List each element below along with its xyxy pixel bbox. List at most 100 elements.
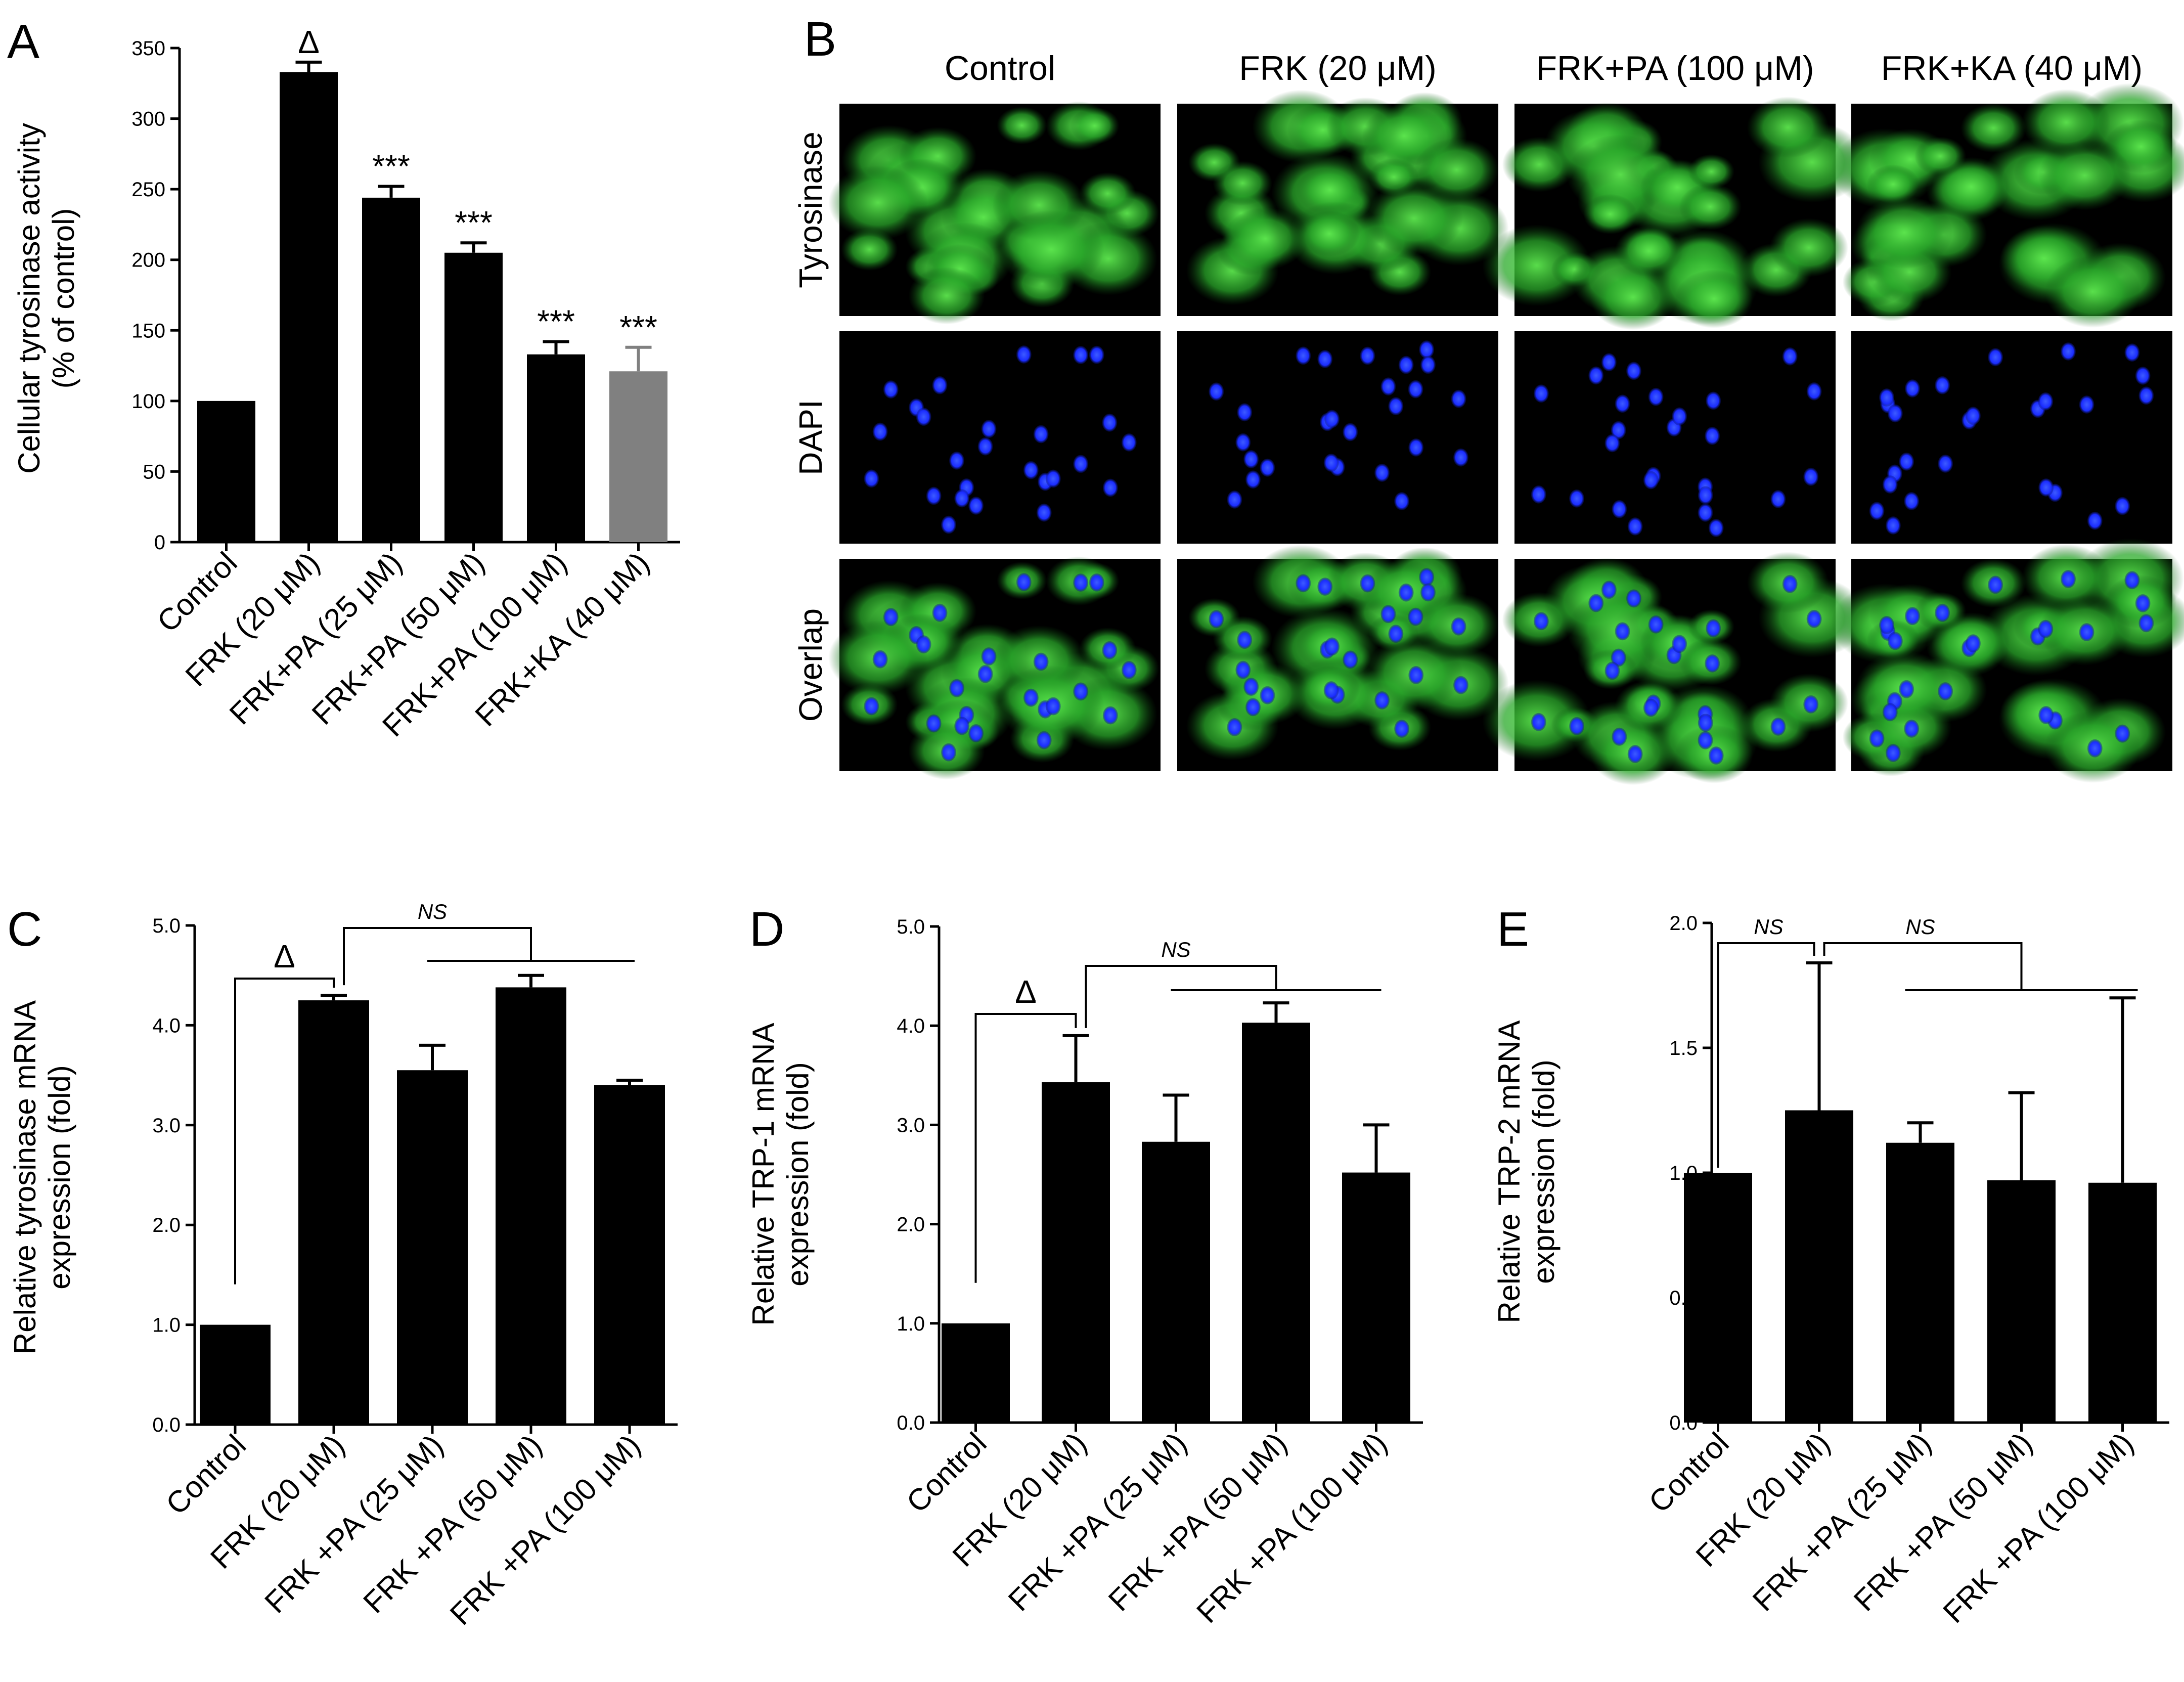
nucleus — [1904, 607, 1920, 626]
nucleus — [1887, 632, 1903, 650]
nucleus — [1380, 377, 1396, 396]
nucleus — [1869, 502, 1885, 520]
nucleus — [1408, 607, 1423, 626]
nucleus — [1904, 379, 1920, 398]
nucleus — [2038, 619, 2054, 638]
y-axis-label-line2: expression (fold) — [42, 1065, 76, 1290]
nucleus — [1317, 578, 1333, 596]
nucleus — [1343, 650, 1358, 669]
ns-bracket-left — [1717, 942, 1815, 1168]
nucleus — [1323, 453, 1339, 472]
significance-annotation: *** — [372, 148, 410, 185]
y-tick-label: 4.0 — [897, 1015, 925, 1037]
nucleus — [1243, 678, 1259, 696]
panel-letter-b: B — [804, 12, 836, 66]
nucleus — [1209, 610, 1224, 629]
nucleus — [1394, 492, 1410, 510]
bar — [594, 1085, 665, 1425]
nucleus — [2038, 478, 2054, 497]
nucleus — [1935, 376, 1950, 394]
nucleus — [2115, 724, 2130, 743]
nucleus — [1419, 340, 1435, 359]
bar — [1042, 1082, 1110, 1423]
y-axis-label-line1: Cellular tyrosinase activity — [12, 123, 46, 474]
nucleus — [1604, 434, 1620, 453]
x-tick-label: FRK +PA (100 μM) — [1936, 1426, 2140, 1629]
nucleus — [1782, 574, 1798, 593]
nucleus — [1879, 388, 1895, 407]
nucleus — [1569, 717, 1585, 735]
nucleus — [1887, 404, 1903, 423]
y-tick-label: 4.0 — [152, 1014, 181, 1037]
nucleus — [1601, 353, 1617, 372]
nucleus — [1604, 661, 1620, 680]
nucleus — [1588, 366, 1604, 385]
micrograph-image — [1831, 83, 2184, 328]
nucleus — [1899, 680, 1914, 698]
y-tick-label: 2.0 — [1669, 912, 1698, 935]
nucleus — [1398, 583, 1414, 602]
significance-annotation: *** — [537, 303, 575, 340]
micrograph-background — [1177, 331, 1498, 544]
cell-body — [1079, 172, 1136, 215]
x-tick-label: Control — [159, 1428, 252, 1521]
y-tick-label: 50 — [143, 461, 166, 483]
nucleus — [1708, 518, 1724, 537]
nucleus — [2038, 705, 2054, 724]
micrograph-image — [1482, 97, 1866, 330]
nucleus — [954, 717, 970, 735]
nucleus — [1102, 706, 1118, 725]
nucleus — [1408, 438, 1424, 457]
nucleus — [1869, 729, 1885, 748]
bar — [1242, 1023, 1310, 1423]
cell-body — [1365, 181, 1463, 255]
nucleus — [1089, 573, 1104, 592]
significance-annotation: *** — [619, 309, 657, 345]
bar — [200, 1324, 271, 1425]
chart-d: 0.0 1.0 2.0 3.0 4.0 5.0 Relative TRP-1 mRNAexp… — [746, 916, 1423, 1629]
micrograph-image — [1177, 545, 1509, 771]
row-header: Tyrosinase — [792, 131, 829, 288]
nucleus — [1885, 744, 1901, 763]
y-axis-label-line1: Relative tyrosinase mRNA — [8, 1000, 42, 1354]
cell-body — [1615, 225, 1683, 277]
nucleus — [1036, 503, 1052, 522]
cell-body — [908, 267, 985, 325]
nucleus — [1806, 609, 1822, 628]
ns-annotation: NS — [1905, 915, 1935, 939]
nucleus — [1045, 469, 1061, 488]
nucleus — [1102, 413, 1118, 432]
nucleus — [1380, 605, 1396, 624]
nucleus — [1453, 448, 1468, 467]
x-tick-label: Control — [1642, 1426, 1735, 1519]
bar — [942, 1323, 1010, 1423]
nucleus — [1531, 713, 1546, 731]
nucleus — [1023, 688, 1039, 707]
nucleus — [1260, 686, 1275, 704]
y-tick-label: 0.0 — [152, 1414, 181, 1436]
nucleus — [981, 420, 997, 438]
nucleus — [1935, 603, 1950, 622]
nucleus — [2135, 366, 2151, 385]
nucleus — [1420, 356, 1436, 374]
nucleus — [2079, 395, 2094, 414]
bar — [397, 1070, 468, 1425]
nucleus — [1672, 407, 1687, 426]
cell-body — [1688, 154, 1735, 189]
nucleus — [1904, 719, 1920, 738]
nucleus — [1227, 490, 1242, 509]
y-tick-label: 150 — [131, 320, 165, 342]
nucleus — [1237, 403, 1253, 422]
micrograph-image — [839, 331, 1161, 544]
nucleus — [1245, 470, 1261, 489]
y-axis-label-line1: Relative TRP-1 mRNA — [746, 1023, 780, 1325]
cell-body — [1866, 164, 1920, 204]
nucleus — [1672, 635, 1687, 653]
bar — [362, 197, 420, 542]
nucleus — [1260, 458, 1275, 477]
micrograph-image — [1514, 331, 1836, 544]
micrograph-image — [1177, 331, 1498, 544]
nucleus — [1601, 581, 1617, 599]
